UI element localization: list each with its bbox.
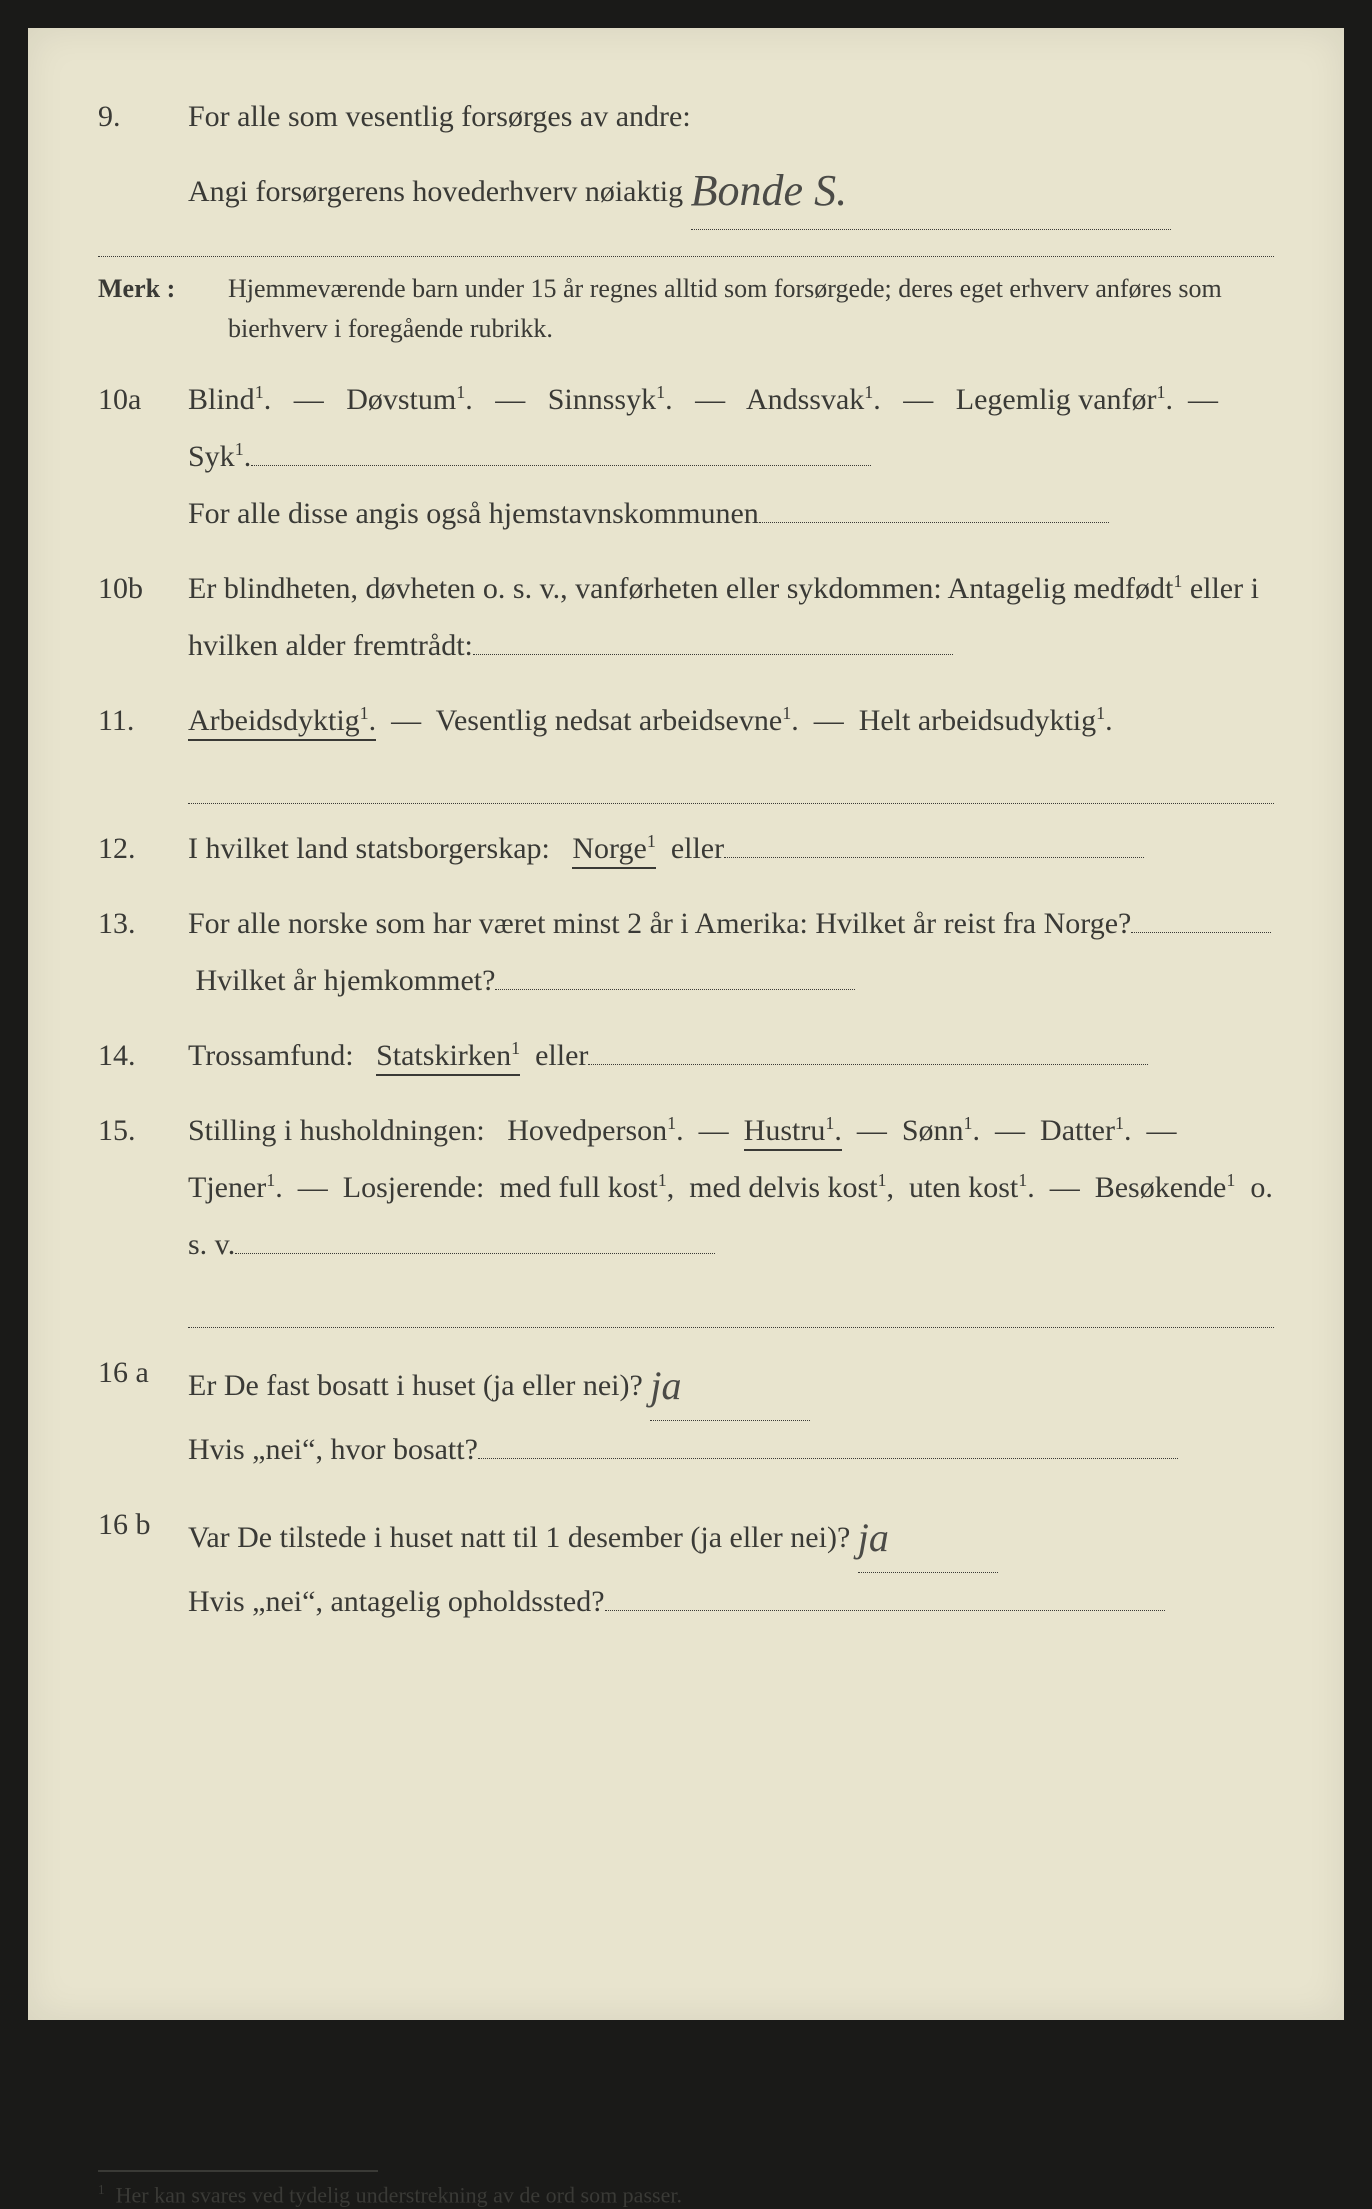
q15-opt-delviskost[interactable]: med delvis kost1,	[689, 1171, 894, 1204]
q10b-number: 10b	[98, 560, 188, 617]
q10a-opt-dovstum[interactable]: Døvstum1.	[346, 383, 473, 416]
q14-label: Trossamfund:	[188, 1039, 354, 1072]
q16b-answer-field[interactable]: ja	[858, 1496, 998, 1573]
q10a-opt-syk[interactable]: Syk1.	[188, 440, 251, 473]
q12-number: 12.	[98, 820, 188, 877]
q12-or: eller	[671, 832, 724, 865]
q13-body: For alle norske som har været minst 2 år…	[188, 895, 1274, 1009]
question-14: 14. Trossamfund: Statskirken1 eller	[98, 1027, 1274, 1084]
q14-number: 14.	[98, 1027, 188, 1084]
question-12: 12. I hvilket land statsborgerskap: Norg…	[98, 820, 1274, 877]
q10a-hjemstavn-field[interactable]	[759, 522, 1109, 523]
footnote-rule	[98, 2170, 378, 2172]
q15-opt-fullkost[interactable]: med full kost1,	[499, 1171, 674, 1204]
footnote-text: Her kan svares ved tydelig understreknin…	[116, 2183, 682, 2208]
q10a-fill[interactable]	[251, 465, 871, 466]
q15-label: Stilling i husholdningen:	[188, 1114, 485, 1147]
q11-opt-nedsat[interactable]: Vesentlig nedsat arbeidsevne1.	[436, 704, 799, 737]
q13-text2: Hvilket år hjemkommet?	[196, 964, 496, 997]
q10a-body: Blind1. — Døvstum1. — Sinnssyk1. — Andss…	[188, 371, 1274, 542]
q13-field2[interactable]	[495, 989, 855, 990]
question-16a: 16 a Er De fast bosatt i huset (ja eller…	[98, 1344, 1274, 1478]
q16a-number: 16 a	[98, 1344, 188, 1401]
q15-field[interactable]	[235, 1253, 715, 1254]
footnote: 1 Her kan svares ved tydelig understrekn…	[98, 2182, 1274, 2208]
q15-opt-besokende[interactable]: Besøkende1	[1095, 1171, 1236, 1204]
q11-body: Arbeidsdyktig1. — Vesentlig nedsat arbei…	[188, 692, 1274, 749]
q12-field[interactable]	[724, 857, 1144, 858]
q15-underline	[188, 1291, 1274, 1328]
census-form-page: 9. For alle som vesentlig forsørges av a…	[28, 28, 1344, 2020]
q9-line2: Angi forsørgerens hovederhverv nøiaktig …	[188, 145, 1274, 230]
q16b-body: Var De tilstede i huset natt til 1 desem…	[188, 1496, 1274, 1630]
q9-answer-field[interactable]: Bonde S.	[691, 145, 1171, 230]
q16a-bosatt-field[interactable]	[478, 1458, 1178, 1459]
q15-opt-hovedperson[interactable]: Hovedperson1.	[507, 1114, 683, 1147]
q16a-text1: Er De fast bosatt i huset (ja eller nei)…	[188, 1369, 643, 1402]
question-10b: 10b Er blindheten, døvheten o. s. v., va…	[98, 560, 1274, 674]
q16b-ophold-field[interactable]	[605, 1610, 1165, 1611]
q16b-answer-hand: ja	[858, 1515, 889, 1560]
question-16b: 16 b Var De tilstede i huset natt til 1 …	[98, 1496, 1274, 1630]
merk-label: Merk :	[98, 269, 228, 309]
q10a-opt-blind[interactable]: Blind1.	[188, 383, 271, 416]
q16a-row2: Hvis „nei“, hvor bosatt?	[188, 1421, 1274, 1478]
q14-field[interactable]	[588, 1064, 1148, 1065]
q15-opt-sonn[interactable]: Sønn1.	[902, 1114, 980, 1147]
q14-body: Trossamfund: Statskirken1 eller	[188, 1027, 1274, 1084]
question-13: 13. For alle norske som har været minst …	[98, 895, 1274, 1009]
q16b-row2: Hvis „nei“, antagelig opholdssted?	[188, 1573, 1274, 1630]
q16a-answer-field[interactable]: ja	[650, 1344, 810, 1421]
q15-body: Stilling i husholdningen: Hovedperson1. …	[188, 1102, 1274, 1273]
q15-opt-utenkost[interactable]: uten kost1.	[909, 1171, 1035, 1204]
q12-body: I hvilket land statsborgerskap: Norge1 e…	[188, 820, 1274, 877]
q15-number: 15.	[98, 1102, 188, 1159]
q10a-number: 10a	[98, 371, 188, 428]
q16a-text2: Hvis „nei“, hvor bosatt?	[188, 1433, 478, 1466]
q10a-line2-text: For alle disse angis også hjemstavnskomm…	[188, 497, 759, 530]
q15-opt-hustru[interactable]: Hustru1.	[744, 1114, 842, 1151]
q9-line2-label: Angi forsørgerens hovederhverv nøiaktig	[188, 175, 683, 208]
q9-answer-hand: Bonde S.	[691, 166, 847, 215]
q13-number: 13.	[98, 895, 188, 952]
q16a-body: Er De fast bosatt i huset (ja eller nei)…	[188, 1344, 1274, 1478]
q16a-answer-hand: ja	[650, 1363, 681, 1408]
footnote-marker: 1	[98, 2182, 105, 2197]
q11-number: 11.	[98, 692, 188, 749]
q16b-text1: Var De tilstede i huset natt til 1 desem…	[188, 1521, 850, 1554]
q10a-opt-legemlig[interactable]: Legemlig vanfør1.	[956, 383, 1173, 416]
q12-opt-norge[interactable]: Norge1	[572, 832, 655, 869]
q16b-number: 16 b	[98, 1496, 188, 1553]
q16a-row1: Er De fast bosatt i huset (ja eller nei)…	[188, 1344, 1274, 1421]
q15-losjerende: Losjerende:	[343, 1171, 485, 1204]
q11-opt-arbeidsdyktig[interactable]: Arbeidsdyktig1.	[188, 704, 376, 741]
q13-text1: For alle norske som har været minst 2 år…	[188, 907, 1131, 940]
merk-text: Hjemmeværende barn under 15 år regnes al…	[228, 269, 1274, 350]
q12-text: I hvilket land statsborgerskap:	[188, 832, 550, 865]
question-10a: 10a Blind1. — Døvstum1. — Sinnssyk1. — A…	[98, 371, 1274, 542]
q11-opt-udyktig[interactable]: Helt arbeidsudyktig1.	[859, 704, 1113, 737]
question-15: 15. Stilling i husholdningen: Hovedperso…	[98, 1102, 1274, 1273]
q15-opt-tjener[interactable]: Tjener1.	[188, 1171, 283, 1204]
q9-body: For alle som vesentlig forsørges av andr…	[188, 88, 1274, 230]
q10b-text1: Er blindheten, døvheten o. s. v., vanfør…	[188, 572, 1173, 605]
q11-underline	[188, 767, 1274, 804]
q10a-opt-sinnssyk[interactable]: Sinnssyk1.	[548, 383, 673, 416]
q16b-text2: Hvis „nei“, antagelig opholdssted?	[188, 1585, 605, 1618]
q10b-field[interactable]	[473, 654, 953, 655]
q10a-line2: For alle disse angis også hjemstavnskomm…	[188, 485, 1274, 542]
question-9: 9. For alle som vesentlig forsørges av a…	[98, 88, 1274, 230]
q9-line1: For alle som vesentlig forsørges av andr…	[188, 88, 1274, 145]
q15-opt-datter[interactable]: Datter1.	[1040, 1114, 1131, 1147]
q14-or: eller	[535, 1039, 588, 1072]
q13-field1[interactable]	[1131, 932, 1271, 933]
q10a-opt-andssvak[interactable]: Andssvak1.	[746, 383, 881, 416]
question-11: 11. Arbeidsdyktig1. — Vesentlig nedsat a…	[98, 692, 1274, 749]
q16b-row1: Var De tilstede i huset natt til 1 desem…	[188, 1496, 1274, 1573]
q10b-body: Er blindheten, døvheten o. s. v., vanfør…	[188, 560, 1274, 674]
merk-note: Merk : Hjemmeværende barn under 15 år re…	[98, 256, 1274, 350]
q10a-options-row1: Blind1. — Døvstum1. — Sinnssyk1. — Andss…	[188, 371, 1274, 485]
q14-opt-statskirken[interactable]: Statskirken1	[376, 1039, 520, 1076]
q9-number: 9.	[98, 88, 188, 145]
